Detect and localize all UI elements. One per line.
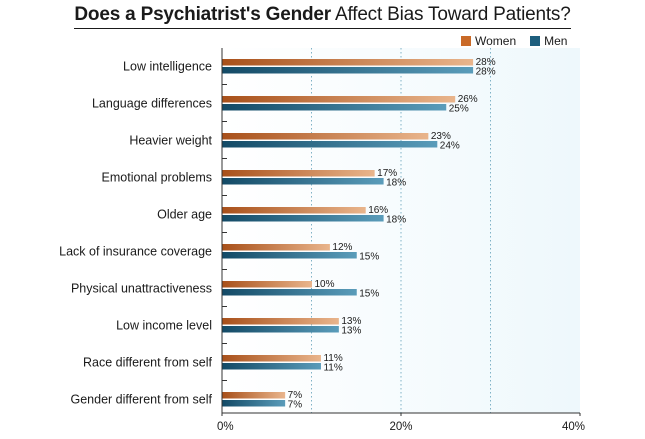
bar-men xyxy=(222,178,384,185)
x-tick-label: 40% xyxy=(562,421,585,433)
bar-men xyxy=(222,289,357,296)
data-label-women: 23% xyxy=(431,131,451,142)
legend-item-men: Men xyxy=(530,34,567,48)
bar-men xyxy=(222,252,357,259)
data-label-women: 10% xyxy=(315,279,335,290)
category-label: Language differences xyxy=(92,97,212,111)
chart-title: Does a Psychiatrist's Gender Affect Bias… xyxy=(74,4,571,29)
data-label-men: 15% xyxy=(359,252,379,263)
category-label: Heavier weight xyxy=(129,134,212,148)
bar-men xyxy=(222,104,447,111)
legend-label-men: Men xyxy=(544,34,568,48)
bar-women xyxy=(222,133,429,140)
bar-women xyxy=(222,318,339,325)
bar-women xyxy=(222,59,474,66)
bar-men xyxy=(222,215,384,222)
data-label-women: 17% xyxy=(377,168,397,179)
data-label-men: 11% xyxy=(323,363,342,374)
bar-women xyxy=(222,355,321,362)
bar-women xyxy=(222,392,286,399)
data-label-men: 24% xyxy=(440,141,460,152)
legend-swatch-women xyxy=(461,36,471,46)
data-label-women: 16% xyxy=(368,205,388,216)
data-label-men: 18% xyxy=(386,178,406,189)
chart-title-wrap: Does a Psychiatrist's Gender Affect Bias… xyxy=(0,4,645,29)
bar-women xyxy=(222,244,330,251)
data-label-women: 26% xyxy=(458,94,478,105)
data-label-women: 12% xyxy=(332,242,352,253)
data-label-women: 13% xyxy=(341,316,361,327)
bar-men xyxy=(222,67,474,74)
category-label: Low income level xyxy=(116,319,212,333)
legend-item-women: Women xyxy=(461,34,516,48)
bar-men xyxy=(222,141,438,148)
category-label: Race different from self xyxy=(83,356,213,370)
category-label: Low intelligence xyxy=(123,60,212,74)
data-label-women: 11% xyxy=(323,353,342,364)
data-label-men: 15% xyxy=(359,289,379,300)
data-label-women: 7% xyxy=(288,390,303,401)
bar-women xyxy=(222,207,366,214)
data-label-men: 13% xyxy=(341,326,361,337)
data-label-men: 25% xyxy=(449,104,469,115)
chart-title-rest: Affect Bias Toward Patients? xyxy=(331,4,571,25)
bar-women xyxy=(222,96,456,103)
bar-women xyxy=(222,170,375,177)
data-label-women: 28% xyxy=(476,57,496,68)
category-label: Older age xyxy=(157,208,212,222)
category-label: Gender different from self xyxy=(70,393,212,407)
legend-swatch-men xyxy=(530,36,541,46)
category-label: Lack of insurance coverage xyxy=(59,245,212,259)
data-label-men: 28% xyxy=(476,67,496,78)
category-label: Physical unattractiveness xyxy=(71,282,212,296)
chart-title-bold: Does a Psychiatrist's Gender xyxy=(74,4,331,25)
x-tick-label: 20% xyxy=(389,421,412,433)
data-label-men: 7% xyxy=(288,400,303,411)
bar-men xyxy=(222,363,321,370)
bar-men xyxy=(222,400,286,407)
legend-label-women: Women xyxy=(475,34,517,48)
data-label-men: 18% xyxy=(386,215,406,226)
bar-women xyxy=(222,281,312,288)
bar-men xyxy=(222,326,339,333)
x-tick-label: 0% xyxy=(217,421,234,433)
category-label: Emotional problems xyxy=(102,171,212,185)
legend: Women Men xyxy=(461,34,567,48)
